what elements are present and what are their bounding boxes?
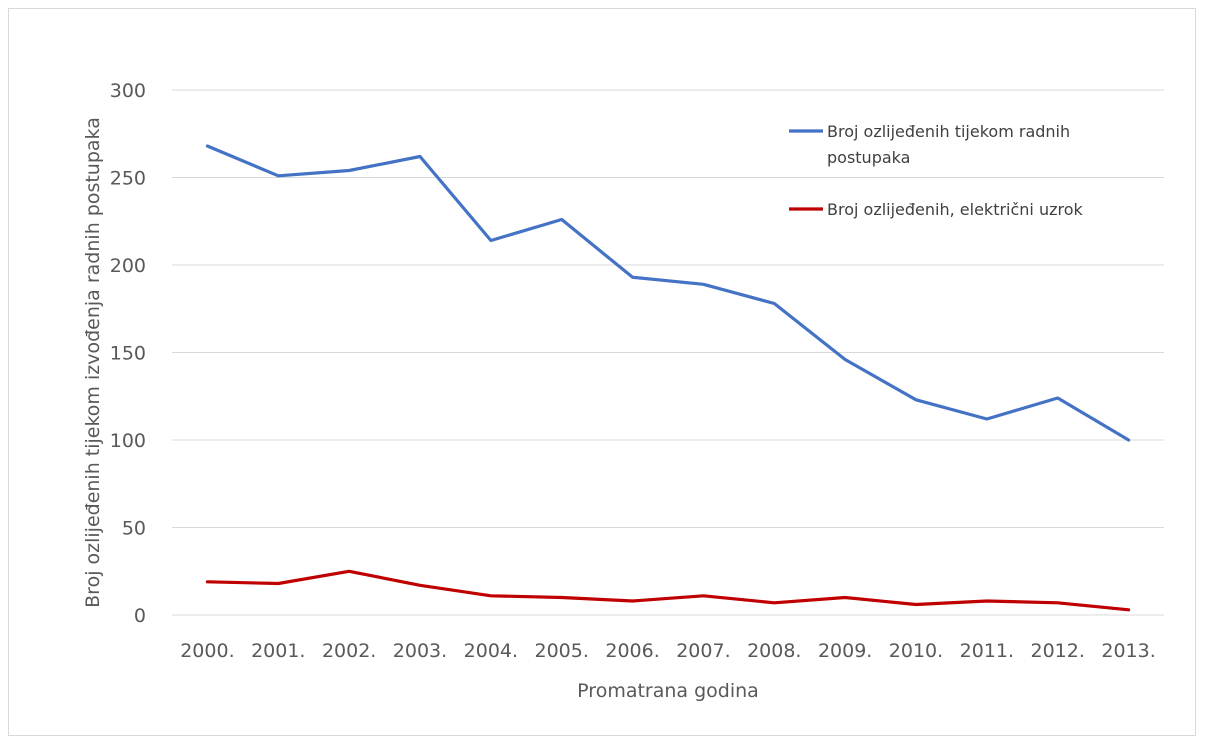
legend: Broj ozlijeđenih tijekom radnih postupaka… (789, 122, 1084, 219)
gridlines (172, 89, 1164, 616)
x-tick-label: 2007. (676, 640, 730, 662)
x-tick-label: 2006. (605, 640, 659, 662)
legend-label-2: Broj ozlijeđenih, električni uzrok (827, 200, 1084, 219)
series-line-2 (205, 569, 1131, 612)
x-axis-ticks: 2000. 2001. 2002. 2003. 2004. 2005. 2006. 2007.… (180, 640, 1156, 662)
x-tick-label: 2010. (889, 640, 943, 662)
x-tick-label: 2000. (180, 640, 234, 662)
y-axis-title: Broj ozlijeđenih tijekom izvođenja radni… (82, 117, 104, 608)
x-tick-label: 2002. (322, 640, 376, 662)
y-tick-label: 150 (110, 343, 146, 365)
x-axis-title: Promatrana godina (577, 680, 759, 702)
y-axis-ticks: 0 50 100 150 200 250 300 (110, 80, 146, 627)
y-tick-label: 300 (110, 80, 146, 102)
x-tick-label: 2011. (960, 640, 1014, 662)
y-tick-label: 100 (110, 430, 146, 452)
x-tick-label: 2005. (535, 640, 589, 662)
y-tick-label: 200 (110, 255, 146, 277)
x-tick-label: 2003. (393, 640, 447, 662)
x-tick-label: 2008. (747, 640, 801, 662)
legend-label-1: postupaka (827, 148, 910, 167)
y-tick-label: 50 (122, 518, 146, 540)
series-line-1 (205, 144, 1131, 442)
x-tick-label: 2004. (464, 640, 518, 662)
x-tick-label: 2013. (1101, 640, 1155, 662)
x-tick-label: 2009. (818, 640, 872, 662)
x-tick-label: 2001. (251, 640, 305, 662)
y-tick-label: 0 (134, 605, 146, 627)
legend-label-1: Broj ozlijeđenih tijekom radnih (827, 122, 1070, 141)
series-lines (205, 144, 1131, 612)
x-tick-label: 2012. (1031, 640, 1085, 662)
y-tick-label: 250 (110, 168, 146, 190)
